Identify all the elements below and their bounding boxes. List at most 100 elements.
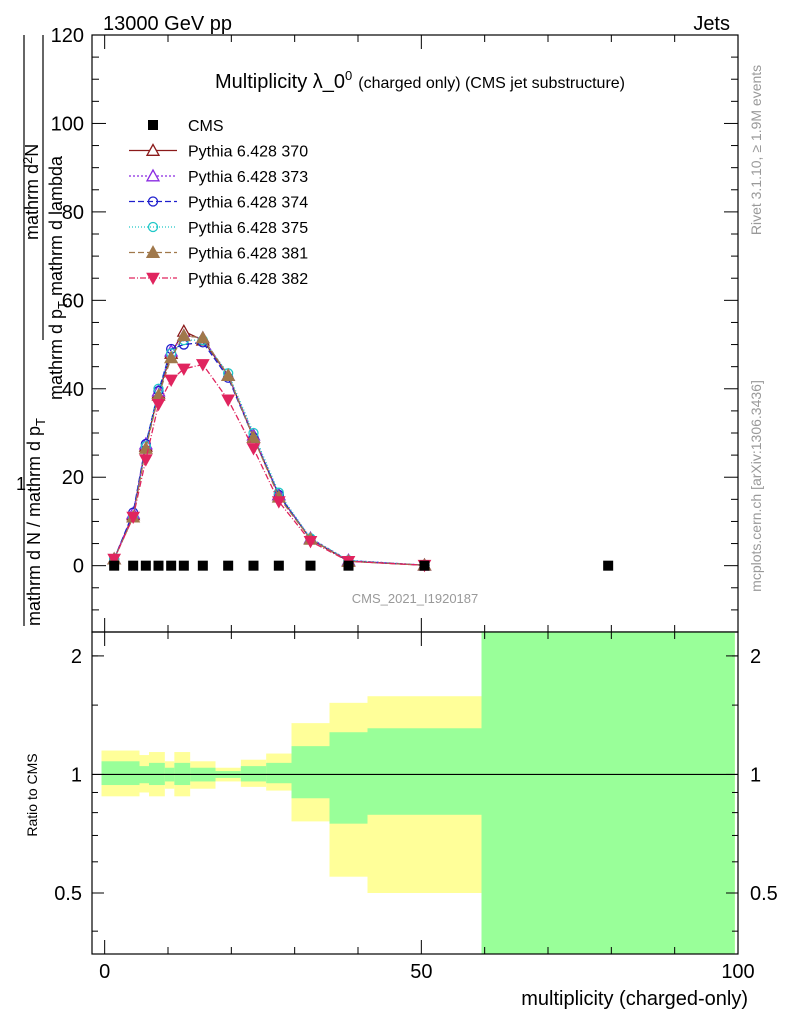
- main-ytick-label-1: 20: [62, 467, 84, 489]
- series-5-point-3: [151, 398, 166, 412]
- cms-point-6: [197, 560, 208, 571]
- series-line-0: [113, 330, 425, 566]
- mc-series-group: [107, 323, 432, 573]
- cms-point-12: [419, 560, 430, 571]
- y-label-prefix: 1: [16, 474, 26, 494]
- series-pythia-6-428-374: [109, 337, 430, 571]
- series-5-point-5: [176, 363, 191, 376]
- legend-label-5: Pythia 6.428 381: [188, 246, 308, 263]
- ratio-band-green-12: [481, 632, 735, 954]
- legend-label-0: CMS: [188, 118, 224, 135]
- analysis-watermark: CMS_2021_I1920187: [352, 591, 479, 606]
- cms-point-3: [153, 560, 164, 571]
- cms-point-10: [305, 560, 316, 571]
- legend-marker-3: [147, 196, 159, 207]
- main-axes: 0 20 40 60 80 100 120: [51, 25, 739, 633]
- series-4-point-4: [164, 350, 179, 364]
- process-label: Jets: [693, 13, 730, 35]
- series-line-4: [113, 335, 425, 566]
- energy-label: 13000 GeV pp: [103, 13, 232, 35]
- ratio-band-green-7: [240, 766, 267, 782]
- ratio-band-green-11: [367, 728, 482, 815]
- series-line-1: [113, 335, 425, 566]
- ratio-ytick-label-right-0: 0.5: [750, 883, 778, 905]
- main-ytick-label-0: 0: [73, 556, 84, 578]
- series-4-point-7: [221, 368, 236, 381]
- series-line-2: [113, 341, 425, 566]
- ratio-band-green-8: [266, 762, 292, 784]
- series-5-point-1: [126, 511, 141, 525]
- series-5-point-8: [246, 443, 261, 456]
- legend-marker-6: [146, 272, 160, 286]
- main-ytick-label-6: 120: [51, 25, 84, 47]
- legend-label-3: Pythia 6.428 374: [188, 195, 308, 212]
- ratio-band-green-10: [329, 732, 368, 824]
- series-4-point-8: [246, 430, 261, 443]
- legend-label-1: Pythia 6.428 370: [188, 144, 308, 161]
- cms-data-group: [109, 560, 614, 571]
- ratio-ytick-label-left-0: 0.5: [54, 883, 82, 905]
- legend-label-6: Pythia 6.428 382: [188, 271, 308, 288]
- ratio-panel: [92, 632, 738, 954]
- x-tick-label-1: 50: [410, 961, 432, 983]
- legend-marker-4: [147, 221, 159, 233]
- x-tick-label-2: 100: [721, 961, 754, 983]
- ratio-band-green-9: [291, 746, 330, 799]
- series-pythia-6-428-381: [107, 328, 432, 571]
- x-tick-label-0: 0: [99, 961, 110, 983]
- cms-point-8: [248, 560, 259, 571]
- rivet-version-label: Rivet 3.1.10, ≥ 1.9M events: [748, 65, 764, 235]
- ratio-ytick-label-right-1: 1: [750, 764, 761, 786]
- ratio-frame: [91, 631, 739, 955]
- main-ytick-label-5: 100: [51, 113, 84, 135]
- cms-point-0: [109, 560, 120, 571]
- y-label-denominator: mathrm d N / mathrm d pT: [24, 418, 48, 626]
- legend-marker-1: [145, 143, 161, 156]
- ratio-ytick-label-right-2: 2: [750, 646, 761, 668]
- main-ytick-label-4: 80: [62, 202, 84, 224]
- legend-label-2: Pythia 6.428 373: [188, 169, 308, 186]
- series-4-point-5: [176, 328, 191, 342]
- mcplots-label: mcplots.cern.ch [arXiv:1306.3436]: [748, 380, 764, 592]
- legend: CMS Pythia 6.428 370 Pythia 6.428 373 Pythi…: [129, 118, 308, 288]
- ratio-band-green-0: [101, 761, 140, 786]
- series-5-point-0: [107, 553, 122, 567]
- cms-point-13: [603, 560, 614, 571]
- legend-marker-2: [145, 168, 161, 182]
- cms-point-4: [166, 560, 177, 571]
- cms-point-5: [178, 560, 189, 571]
- series-5-point-10: [303, 536, 318, 549]
- ratio-axes: 0.5 0.5 1 1 2 2 0 50 100: [54, 631, 778, 983]
- series-5-point-9: [271, 496, 286, 509]
- main-ytick-label-2: 40: [62, 379, 84, 401]
- series-pythia-6-428-382: [107, 359, 432, 573]
- y-label-numerator: mathrm d2N: [20, 144, 42, 240]
- series-5-point-2: [138, 454, 153, 467]
- legend-marker-5: [145, 245, 161, 258]
- cms-point-2: [140, 560, 151, 571]
- ratio-ytick-label-left-2: 2: [71, 646, 82, 668]
- x-axis-label: multiplicity (charged-only): [521, 988, 748, 1010]
- legend-marker-cms: [148, 120, 158, 130]
- series-pythia-6-428-373: [107, 328, 432, 571]
- cms-point-7: [223, 560, 234, 571]
- ratio-y-axis-label: Ratio to CMS: [24, 753, 40, 836]
- series-4-point-2: [138, 441, 153, 454]
- series-line-3: [113, 339, 425, 566]
- series-pythia-6-428-375: [109, 334, 430, 571]
- y-label-lower-denominator: mathrm d pT mathrm d lambda: [46, 155, 70, 400]
- series-pythia-6-428-370: [107, 323, 432, 571]
- main-ytick-label-3: 60: [62, 290, 84, 312]
- ratio-ytick-label-left-1: 1: [71, 764, 82, 786]
- legend-label-4: Pythia 6.428 375: [188, 220, 308, 237]
- series-5-point-4: [164, 374, 179, 387]
- series-4-point-6: [195, 330, 210, 344]
- chart-title: Multiplicity λ_00 (charged only) (CMS jet…: [215, 68, 625, 93]
- cms-point-9: [273, 560, 284, 571]
- series-5-point-6: [195, 359, 210, 372]
- main-y-axis-label: 1 mathrm d N / mathrm d pT mathrm d2N ma…: [16, 35, 70, 626]
- series-5-point-7: [221, 394, 236, 407]
- cms-point-1: [128, 560, 139, 571]
- cms-point-11: [343, 560, 354, 571]
